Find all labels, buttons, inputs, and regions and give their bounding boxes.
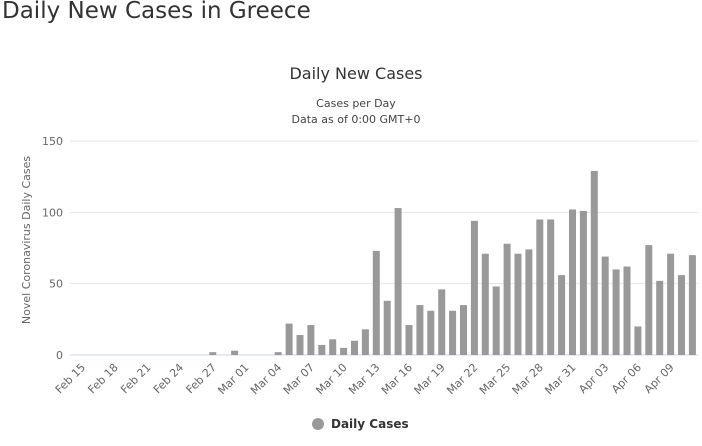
x-tick-label: Mar 31 [542,361,578,397]
bar-mar-22[interactable] [470,220,478,355]
bar-mar-26[interactable] [514,253,522,355]
x-tick-label: Feb 15 [53,361,88,396]
bar-mar-20[interactable] [449,310,457,355]
x-tick-label: Apr 06 [609,361,644,396]
bar-feb-29[interactable] [231,350,239,355]
x-tick-label: Mar 01 [215,361,251,397]
bar-mar-19[interactable] [438,289,446,355]
bar-mar-31[interactable] [569,209,576,355]
bar-apr-07[interactable] [645,245,653,355]
bar-mar-04[interactable] [274,352,282,355]
bar-apr-04[interactable] [612,269,620,355]
bar-mar-06[interactable] [296,335,304,355]
bar-apr-03[interactable] [601,256,609,355]
chart-subtitle-2: Data as of 0:00 GMT+0 [292,113,421,126]
x-tick-label: Apr 09 [642,361,677,396]
bar-feb-27[interactable] [209,352,217,355]
bar-mar-05[interactable] [285,323,293,355]
x-tick-label: Feb 24 [151,361,186,396]
bar-mar-16[interactable] [405,325,413,355]
x-tick-label: Mar 19 [412,361,448,397]
bar-mar-29[interactable] [547,219,555,355]
bar-apr-05[interactable] [623,266,631,355]
bar-mar-12[interactable] [361,329,369,355]
bar-mar-24[interactable] [492,286,500,355]
x-tick-label: Mar 25 [477,361,513,397]
x-tick-label: Mar 13 [346,361,382,397]
bar-mar-25[interactable] [503,243,511,355]
legend-item-daily-cases[interactable]: Daily Cases [312,417,409,431]
bar-apr-01[interactable] [579,210,587,355]
x-tick-label: Mar 28 [510,361,546,397]
x-tick-label: Feb 27 [184,361,219,396]
y-tick-label: 150 [42,135,63,148]
bar-mar-10[interactable] [340,347,348,355]
x-tick-label: Apr 03 [576,361,611,396]
x-tick-label: Mar 07 [281,361,317,397]
bar-apr-09[interactable] [667,253,675,355]
bar-mar-21[interactable] [460,305,467,355]
bar-apr-02[interactable] [590,170,598,355]
x-tick-label: Feb 21 [118,361,153,396]
bar-mar-30[interactable] [558,275,566,355]
bar-mar-13[interactable] [372,250,380,355]
x-tick-label: Mar 10 [313,361,349,397]
bar-apr-11[interactable] [688,255,696,355]
bar-apr-10[interactable] [678,275,685,355]
y-tick-label: 0 [56,349,63,362]
x-tick-label: Feb 18 [85,361,120,396]
y-tick-label: 100 [42,206,63,219]
bar-mar-07[interactable] [307,325,315,355]
bar-mar-08[interactable] [318,345,326,355]
y-axis-label: Novel Coronavirus Daily Cases [20,156,33,324]
x-tick-label: Mar 22 [444,361,480,397]
chart-title: Daily New Cases [289,64,422,83]
bar-mar-27[interactable] [525,249,533,355]
bar-mar-15[interactable] [394,208,402,355]
x-tick-label: Mar 16 [379,361,415,397]
bar-mar-28[interactable] [536,219,544,355]
bar-mar-09[interactable] [329,339,337,355]
bar-mar-17[interactable] [416,305,424,355]
bar-mar-23[interactable] [481,253,489,355]
bar-mar-11[interactable] [351,340,358,355]
bar-apr-08[interactable] [656,280,664,355]
legend-marker [312,418,324,430]
x-tick-label: Mar 04 [248,361,284,397]
bar-apr-06[interactable] [634,326,642,355]
y-tick-label: 50 [49,278,63,291]
legend-label: Daily Cases [331,417,409,431]
page-title: Daily New Cases in Greece [2,0,311,24]
chart-subtitle-1: Cases per Day [316,97,396,110]
bar-mar-14[interactable] [383,300,391,355]
bar-mar-18[interactable] [427,310,435,355]
